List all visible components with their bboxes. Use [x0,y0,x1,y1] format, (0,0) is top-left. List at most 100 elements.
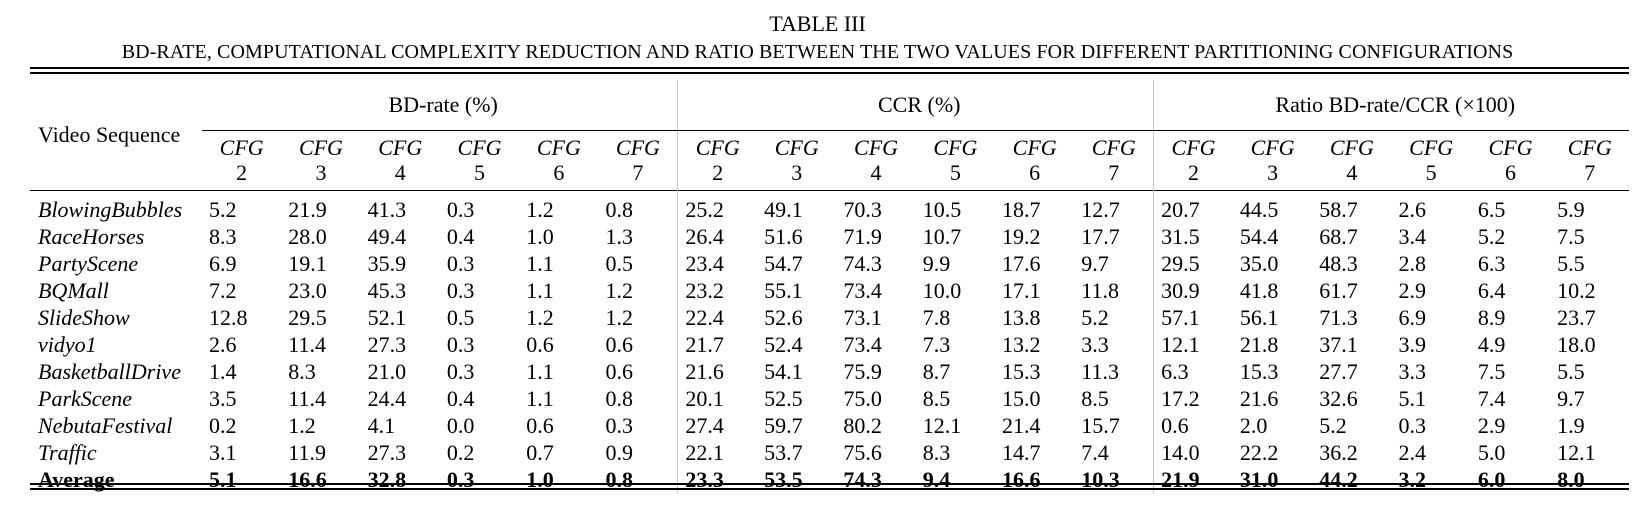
value-cell: 58.7 [1319,196,1358,222]
value-cell: 37.1 [1319,331,1358,357]
value-cell: 1.2 [526,304,554,330]
value-cell: 15.3 [1002,358,1041,384]
cfg-label: CFG [615,135,660,160]
value-cell: 2.0 [1239,412,1268,438]
value-cell: 12.8 [209,304,248,330]
value-cell: 75.0 [843,385,882,411]
value-cell: 5.2 [1319,412,1347,438]
value-cell: 0.0 [446,412,475,438]
cfg-header-cell: CFG 7 [598,131,677,191]
value-cell: 13.8 [1002,304,1041,330]
value-cell: 0.2 [209,412,237,438]
value-cell: 7.2 [209,277,237,303]
value-cell: 10.3 [1081,466,1120,492]
value-cell: 1.0 [526,223,554,249]
value-cell: 49.4 [367,223,407,249]
sequence-name: BasketballDrive [38,358,181,384]
table-row: SlideShow 12.8 29.5 52.1 0.5 1.2 1.2 22.4 52.6 73… [30,304,1629,331]
value-cell: 5.5 [1557,358,1585,384]
bottom-rule-2 [30,488,1629,490]
cfg-number: 2 [712,160,724,185]
value-cell: 3.4 [1398,223,1427,249]
value-cell: 17.7 [1081,223,1120,249]
video-sequence-header: Video Sequence [38,122,181,147]
value-cell: 11.8 [1081,277,1119,303]
value-cell: 21.4 [1002,412,1041,438]
bd-rate-header: BD-rate (%) [202,80,678,131]
cfg-number: 7 [632,160,644,185]
cfg-header-cell: CFG 5 [916,131,995,191]
value-cell: 41.3 [367,196,407,222]
cfg-header-cell: CFG 4 [361,131,440,191]
sequence-name: RaceHorses [38,223,145,249]
cfg-number: 3 [315,160,327,185]
value-cell: 27.4 [677,412,758,439]
value-cell: 24.4 [367,385,407,411]
value-cell: 52.6 [764,304,803,330]
cfg-label: CFG [1091,135,1136,160]
value-cell: 56.1 [1239,304,1279,330]
value-cell: 0.5 [605,250,633,276]
value-cell: 0.8 [605,385,633,411]
cfg-label: CFG [1171,135,1216,160]
value-cell: 16.6 [288,466,327,492]
ccr-header: CCR (%) [677,80,1154,131]
value-cell: 3.3 [1081,331,1109,357]
value-cell: 6.0 [1477,466,1506,492]
value-cell: 8.3 [922,439,951,465]
value-cell: 5.2 [209,196,237,222]
table-row: RaceHorses 8.3 28.0 49.4 0.4 1.0 1.3 26.4 51.6 71… [30,223,1629,250]
table-row: BlowingBubbles 5.2 21.9 41.3 0.3 1.2 0.8 25.2 49… [30,190,1629,223]
value-cell: 1.3 [605,223,633,249]
ratio-header: Ratio BD-rate/CCR (×100) [1153,80,1630,131]
value-cell: 1.2 [605,277,633,303]
cfg-header-cell: CFG 6 [519,131,598,191]
value-cell: 6.9 [1398,304,1427,330]
cfg-header-cell: CFG 3 [757,131,836,191]
value-cell: 36.2 [1319,439,1358,465]
value-cell: 1.1 [526,358,554,384]
value-cell: 13.2 [1002,331,1041,357]
value-cell: 18.0 [1557,331,1596,357]
value-cell: 30.9 [1153,277,1233,304]
cfg-header-cell: CFG 5 [440,131,519,191]
cfg-header-cell: CFG 6 [995,131,1074,191]
results-table: Video Sequence BD-rate (%) CCR (%) Ratio… [30,80,1630,493]
value-cell: 54.7 [764,250,803,276]
sequence-name: BlowingBubbles [38,196,183,222]
value-cell: 21.7 [677,331,758,358]
value-cell: 16.6 [1002,466,1041,492]
value-cell: 75.9 [843,358,882,384]
value-cell: 27.3 [367,331,407,357]
value-cell: 7.4 [1081,439,1109,465]
bottom-rule-1 [30,483,1629,485]
cfg-label: CFG [1488,135,1533,160]
table-row: BasketballDrive 1.4 8.3 21.0 0.3 1.1 0.6 21.6 54… [30,358,1629,385]
value-cell: 0.8 [605,196,633,222]
value-cell: 0.3 [605,412,633,438]
value-cell: 23.2 [677,277,758,304]
value-cell: 41.8 [1239,277,1279,303]
cfg-label: CFG [933,135,978,160]
cfg-number: 2 [236,160,248,185]
cfg-label: CFG [378,135,423,160]
value-cell: 2.9 [1477,412,1506,438]
value-cell: 12.7 [1081,196,1120,222]
cfg-label: CFG [1329,135,1374,160]
value-cell: 9.4 [922,466,951,492]
value-cell: 52.1 [367,304,407,330]
value-cell: 1.2 [526,196,554,222]
cfg-number: 3 [791,160,803,185]
value-cell: 21.6 [1239,385,1279,411]
value-cell: 0.9 [605,439,633,465]
cfg-label: CFG [854,135,899,160]
sequence-name: BQMall [38,277,109,303]
value-cell: 0.3 [446,250,475,276]
value-cell: 29.5 [288,304,327,330]
value-cell: 0.8 [605,466,633,492]
value-cell: 2.9 [1398,277,1427,303]
value-cell: 22.1 [677,439,758,466]
value-cell: 26.4 [677,223,758,250]
value-cell: 0.6 [605,358,633,384]
value-cell: 61.7 [1319,277,1358,303]
